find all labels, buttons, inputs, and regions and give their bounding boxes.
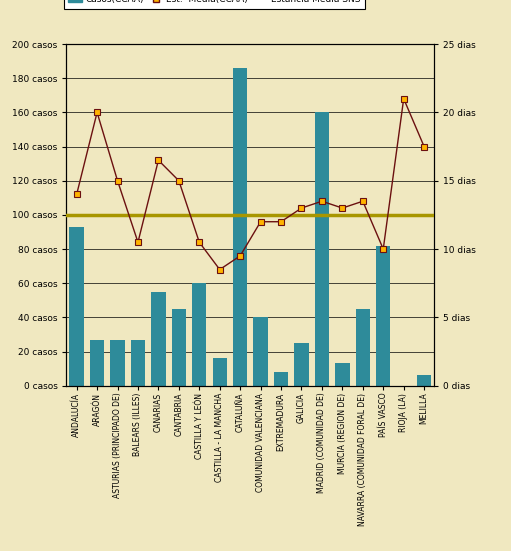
Bar (172, 309, 186, 386)
Bar (315, 112, 329, 386)
Bar (151, 292, 166, 386)
Bar (110, 339, 125, 386)
Bar (213, 358, 227, 386)
Bar (356, 309, 370, 386)
Bar (131, 339, 145, 386)
Bar (335, 364, 350, 386)
Bar (253, 317, 268, 386)
Bar (192, 283, 206, 386)
Bar (90, 339, 104, 386)
Bar (294, 343, 309, 386)
Legend: Casos(CCAA), Est.  Media(CCAA), Estancia Media SNS: Casos(CCAA), Est. Media(CCAA), Estancia … (63, 0, 365, 9)
Bar (376, 246, 390, 386)
Bar (274, 372, 288, 386)
Bar (417, 375, 431, 386)
Bar (69, 227, 84, 386)
Bar (233, 68, 247, 386)
